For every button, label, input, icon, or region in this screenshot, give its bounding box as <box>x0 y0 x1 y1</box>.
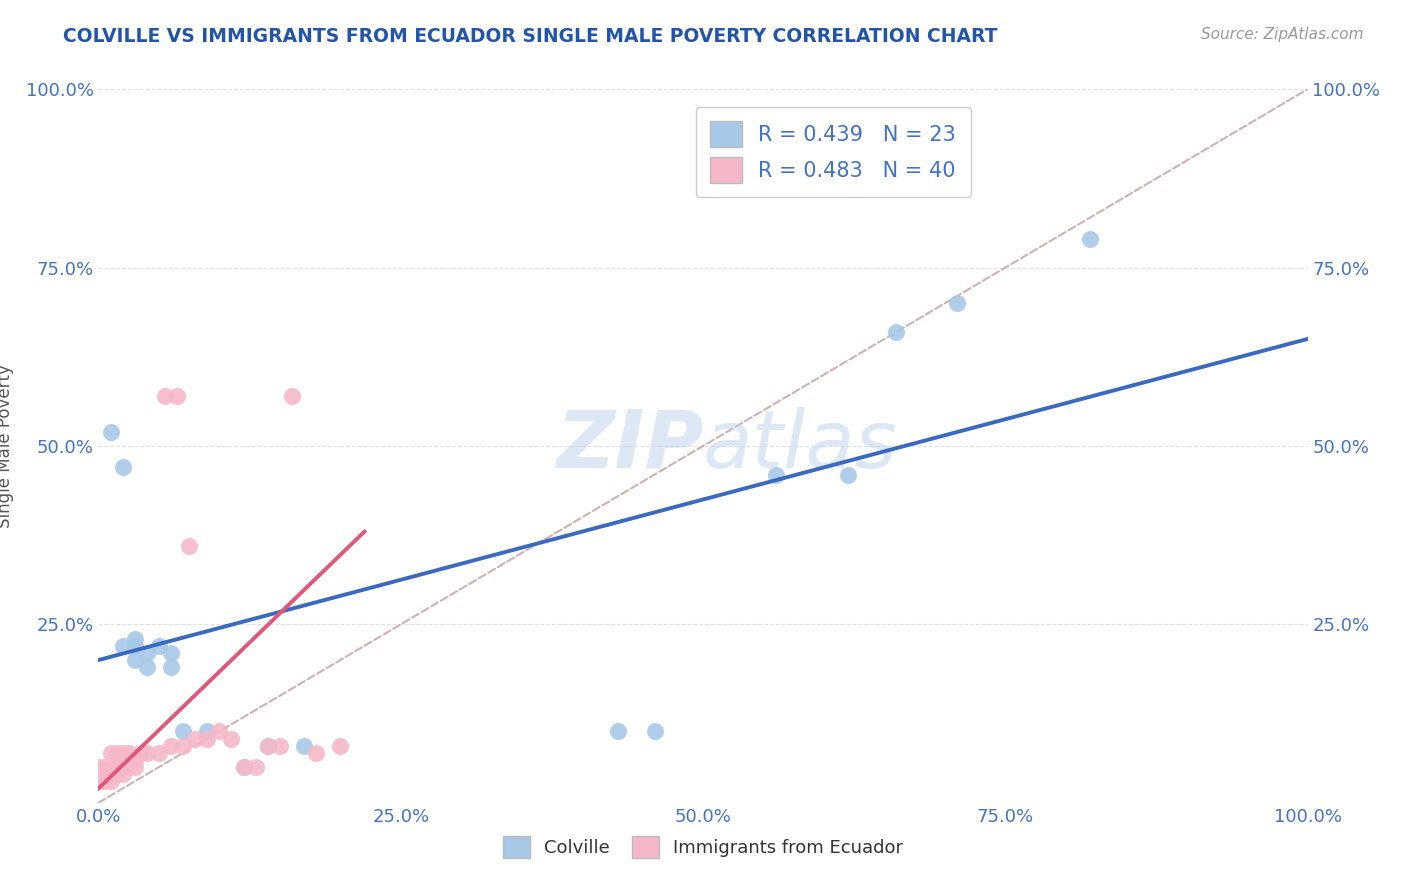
Point <box>195 724 218 739</box>
Point <box>179 539 201 553</box>
Point <box>160 739 183 753</box>
Point <box>172 739 194 753</box>
Point <box>148 746 170 760</box>
Text: atlas: atlas <box>703 407 898 485</box>
Point <box>232 760 254 774</box>
Point <box>124 753 146 767</box>
Point <box>292 739 315 753</box>
Point <box>135 660 157 674</box>
Point <box>100 746 122 760</box>
Point <box>837 467 859 482</box>
Point <box>124 632 146 646</box>
Point <box>153 389 176 403</box>
Point <box>160 646 183 660</box>
Point <box>148 639 170 653</box>
Point <box>166 389 188 403</box>
Point <box>135 646 157 660</box>
Point <box>118 746 141 760</box>
Point <box>93 774 115 789</box>
Point <box>946 296 969 310</box>
Y-axis label: Single Male Poverty: Single Male Poverty <box>0 364 14 528</box>
Point <box>221 731 243 746</box>
Point <box>100 760 122 774</box>
Point <box>87 760 110 774</box>
Legend: Colville, Immigrants from Ecuador: Colville, Immigrants from Ecuador <box>495 829 911 865</box>
Point <box>100 774 122 789</box>
Point <box>160 660 183 674</box>
Text: Source: ZipAtlas.com: Source: ZipAtlas.com <box>1201 27 1364 42</box>
Point <box>195 731 218 746</box>
Point <box>93 760 115 774</box>
Point <box>129 746 152 760</box>
Point <box>105 767 128 781</box>
Point <box>644 724 666 739</box>
Point <box>607 724 630 739</box>
Point <box>172 724 194 739</box>
Point <box>111 460 134 475</box>
Point <box>886 325 908 339</box>
Point <box>100 767 122 781</box>
Point <box>111 760 134 774</box>
Point <box>208 724 231 739</box>
Point <box>105 746 128 760</box>
Point <box>105 760 128 774</box>
Point <box>124 760 146 774</box>
Text: ZIP: ZIP <box>555 407 703 485</box>
Point <box>100 425 122 439</box>
Point <box>87 767 110 781</box>
Point <box>269 739 291 753</box>
Point <box>111 753 134 767</box>
Point <box>232 760 254 774</box>
Text: COLVILLE VS IMMIGRANTS FROM ECUADOR SINGLE MALE POVERTY CORRELATION CHART: COLVILLE VS IMMIGRANTS FROM ECUADOR SING… <box>63 27 998 45</box>
Point <box>245 760 267 774</box>
Point <box>87 774 110 789</box>
Point <box>111 767 134 781</box>
Point <box>111 639 134 653</box>
Point <box>135 746 157 760</box>
Point <box>281 389 304 403</box>
Point <box>256 739 278 753</box>
Point <box>124 653 146 667</box>
Point <box>1078 232 1101 246</box>
Point <box>184 731 207 746</box>
Point <box>118 760 141 774</box>
Point <box>124 639 146 653</box>
Point <box>93 767 115 781</box>
Point <box>111 746 134 760</box>
Point <box>329 739 352 753</box>
Point <box>256 739 278 753</box>
Point <box>765 467 787 482</box>
Point <box>305 746 328 760</box>
